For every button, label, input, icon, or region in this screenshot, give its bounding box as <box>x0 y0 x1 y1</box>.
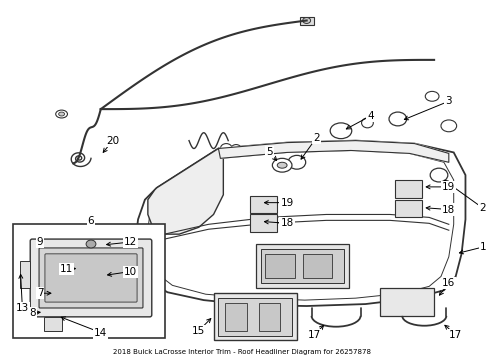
Text: 7: 7 <box>37 288 43 298</box>
FancyBboxPatch shape <box>45 254 137 302</box>
Bar <box>218 298 291 336</box>
Text: 3: 3 <box>445 96 451 106</box>
Ellipse shape <box>256 200 270 210</box>
Text: 17: 17 <box>448 329 461 339</box>
Text: 17: 17 <box>307 329 321 339</box>
Ellipse shape <box>53 286 70 300</box>
Ellipse shape <box>301 266 311 275</box>
Text: 2: 2 <box>312 133 319 143</box>
Text: 6: 6 <box>87 216 94 226</box>
Ellipse shape <box>272 158 291 172</box>
Bar <box>13 224 164 338</box>
Text: 20: 20 <box>106 136 119 145</box>
Bar <box>265 254 294 278</box>
Polygon shape <box>101 237 120 253</box>
Bar <box>394 200 422 217</box>
Bar <box>299 17 313 26</box>
Ellipse shape <box>287 156 305 169</box>
Text: 5: 5 <box>265 148 272 157</box>
Text: 2: 2 <box>478 203 485 212</box>
Text: 9: 9 <box>37 237 43 247</box>
Ellipse shape <box>383 295 401 309</box>
Text: 11: 11 <box>60 264 73 274</box>
Ellipse shape <box>51 309 62 317</box>
Ellipse shape <box>401 204 415 213</box>
Ellipse shape <box>44 238 69 256</box>
Ellipse shape <box>58 290 65 296</box>
Ellipse shape <box>277 162 286 168</box>
Text: 13: 13 <box>16 303 29 313</box>
Bar <box>20 261 30 288</box>
Bar <box>44 317 61 330</box>
Text: 16: 16 <box>441 278 454 288</box>
Ellipse shape <box>302 18 310 23</box>
Ellipse shape <box>45 304 68 322</box>
Text: 8: 8 <box>29 308 36 318</box>
Ellipse shape <box>388 112 406 126</box>
Text: 14: 14 <box>94 328 107 338</box>
Text: 4: 4 <box>366 111 373 121</box>
Text: 1: 1 <box>479 242 486 252</box>
Text: 12: 12 <box>123 237 137 247</box>
Bar <box>249 196 277 213</box>
Ellipse shape <box>425 91 438 101</box>
FancyBboxPatch shape <box>30 239 151 317</box>
Bar <box>249 215 277 232</box>
Ellipse shape <box>255 217 271 229</box>
Text: 18: 18 <box>441 204 454 215</box>
Ellipse shape <box>220 144 232 153</box>
Bar <box>258 303 280 330</box>
Ellipse shape <box>400 183 416 195</box>
Text: 10: 10 <box>123 266 137 276</box>
Polygon shape <box>147 148 223 234</box>
Ellipse shape <box>231 145 241 152</box>
Bar <box>213 293 296 341</box>
Ellipse shape <box>59 112 64 116</box>
Ellipse shape <box>361 118 372 128</box>
Text: 19: 19 <box>441 182 454 192</box>
Text: 19: 19 <box>280 198 293 208</box>
Ellipse shape <box>76 261 96 276</box>
Polygon shape <box>135 141 465 306</box>
Ellipse shape <box>81 265 91 273</box>
Bar <box>225 303 246 330</box>
FancyBboxPatch shape <box>39 248 142 308</box>
Ellipse shape <box>56 110 67 118</box>
Text: 18: 18 <box>280 218 293 228</box>
Ellipse shape <box>50 243 63 251</box>
Ellipse shape <box>440 120 456 132</box>
Ellipse shape <box>86 240 96 248</box>
Ellipse shape <box>403 295 421 309</box>
Ellipse shape <box>429 168 447 182</box>
Text: 15: 15 <box>192 326 205 336</box>
Bar <box>379 288 433 316</box>
Bar <box>255 244 348 288</box>
Bar <box>302 254 331 278</box>
Text: 2018 Buick LaCrosse Interior Trim - Roof Headliner Diagram for 26257878: 2018 Buick LaCrosse Interior Trim - Roof… <box>113 349 370 355</box>
Ellipse shape <box>329 123 351 139</box>
Polygon shape <box>218 141 448 162</box>
Polygon shape <box>100 267 120 283</box>
Bar <box>260 249 343 283</box>
Bar <box>394 180 422 198</box>
